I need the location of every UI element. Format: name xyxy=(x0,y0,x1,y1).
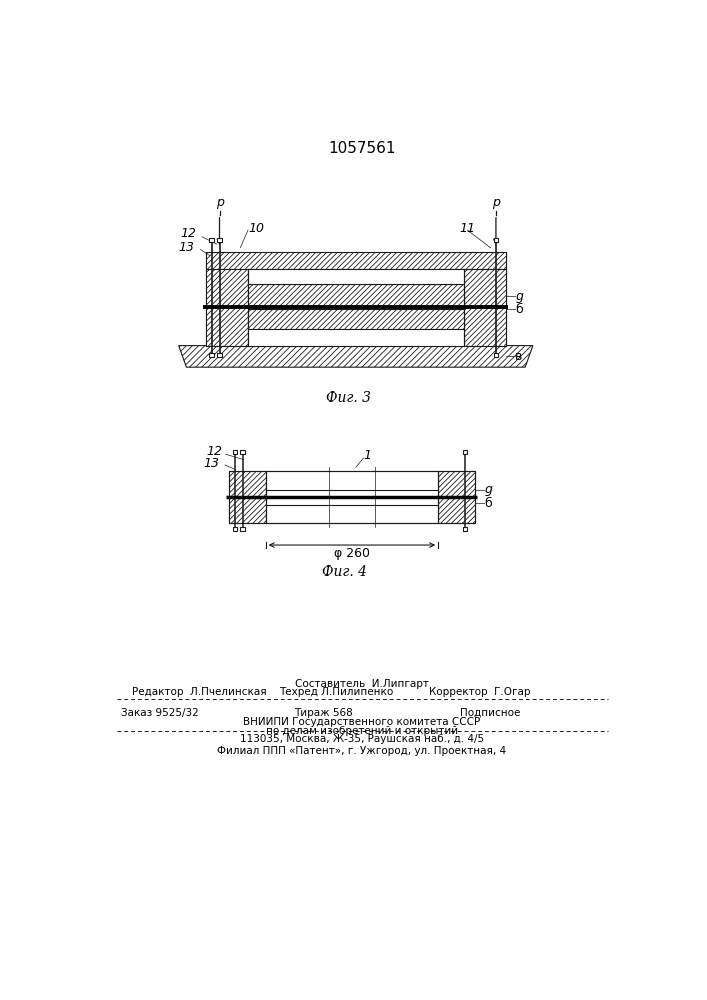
Text: 1: 1 xyxy=(337,281,344,294)
Bar xyxy=(240,527,245,531)
Text: Техред Л.Пилипенко: Техред Л.Пилипенко xyxy=(279,687,393,697)
Bar xyxy=(217,353,222,357)
Text: б: б xyxy=(484,497,492,510)
Polygon shape xyxy=(179,346,533,367)
Polygon shape xyxy=(464,269,506,346)
Bar xyxy=(493,238,498,242)
Polygon shape xyxy=(248,269,464,284)
Text: 1: 1 xyxy=(363,449,371,462)
Text: 10: 10 xyxy=(248,222,264,235)
Text: Фиг. 3: Фиг. 3 xyxy=(326,391,370,405)
Text: 13: 13 xyxy=(178,241,194,254)
Text: в: в xyxy=(515,350,522,363)
Polygon shape xyxy=(266,471,438,523)
Text: 1057561: 1057561 xyxy=(328,141,396,156)
Text: φ 260: φ 260 xyxy=(334,547,370,560)
Text: по делам изобретений и открытий: по делам изобретений и открытий xyxy=(266,726,458,736)
Polygon shape xyxy=(248,284,464,306)
Bar xyxy=(209,238,214,242)
Bar xyxy=(240,450,245,454)
Bar xyxy=(463,450,467,454)
Text: 113035, Москва, Ж-35, Раушская наб., д. 4/5: 113035, Москва, Ж-35, Раушская наб., д. … xyxy=(240,734,484,744)
Text: g: g xyxy=(515,290,523,303)
Text: р: р xyxy=(216,196,223,209)
Polygon shape xyxy=(438,471,475,523)
Polygon shape xyxy=(248,309,464,329)
Text: б: б xyxy=(515,303,523,316)
Text: Составитель  И.Липгарт: Составитель И.Липгарт xyxy=(295,679,429,689)
Bar xyxy=(209,353,214,357)
Text: g: g xyxy=(484,483,492,496)
Text: 13: 13 xyxy=(204,457,219,470)
Bar xyxy=(493,353,498,357)
Text: Фиг. 4: Фиг. 4 xyxy=(322,565,367,579)
Polygon shape xyxy=(206,269,248,346)
Polygon shape xyxy=(206,252,506,269)
Text: Заказ 9525/32: Заказ 9525/32 xyxy=(121,708,199,718)
Text: р: р xyxy=(492,196,500,209)
Text: Тираж 568: Тираж 568 xyxy=(294,708,353,718)
Text: 11: 11 xyxy=(460,222,476,235)
Bar xyxy=(233,527,238,531)
Text: 12: 12 xyxy=(206,445,223,458)
Text: Редактор  Л.Пчелинская: Редактор Л.Пчелинская xyxy=(132,687,267,697)
Text: Подписное: Подписное xyxy=(460,708,520,718)
Text: ВНИИПИ Государственного комитета СССР: ВНИИПИ Государственного комитета СССР xyxy=(243,717,481,727)
Text: Корректор  Г.Огар: Корректор Г.Огар xyxy=(429,687,530,697)
Bar xyxy=(233,450,238,454)
Polygon shape xyxy=(248,329,464,346)
Bar xyxy=(217,238,222,242)
Text: Филиал ППП «Патент», г. Ужгород, ул. Проектная, 4: Филиал ППП «Патент», г. Ужгород, ул. Про… xyxy=(217,746,506,756)
Polygon shape xyxy=(229,471,266,523)
Text: 12: 12 xyxy=(180,227,197,240)
Bar xyxy=(463,527,467,531)
